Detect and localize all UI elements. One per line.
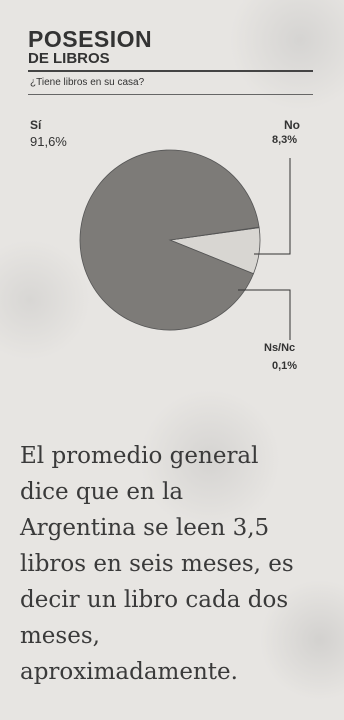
slice-label-nsnc: Ns/Nc — [264, 342, 296, 354]
chart-question: ¿Tiene libros en su casa? — [30, 77, 145, 88]
paragraph-line: El promedio general — [20, 443, 259, 469]
paragraph-line: decir un libro cada dos — [20, 587, 289, 613]
slice-label-si: Sí — [30, 118, 42, 132]
paragraph-line: aproximadamente. — [20, 659, 238, 685]
pie-slice-s — [79, 149, 260, 331]
paragraph-line: Argentina se leen 3,5 — [20, 515, 270, 541]
pie-chart — [79, 149, 291, 340]
paragraph-line: dice que en la — [20, 479, 184, 505]
slice-label-no: No — [284, 118, 300, 132]
paragraph-line: libros en seis meses, es — [20, 551, 294, 577]
slice-value-si: 91,6% — [30, 134, 67, 149]
chart-title: POSESION — [28, 26, 153, 52]
question-divider — [28, 94, 313, 95]
chart-panel: POSESION DE LIBROS ¿Tiene libros en su c… — [18, 22, 322, 427]
leader-line-no — [254, 158, 291, 255]
slice-value-nsnc: 0,1% — [272, 360, 298, 372]
slice-value-no: 8,3% — [272, 134, 298, 146]
chart-subtitle: DE LIBROS — [28, 50, 110, 67]
leader-line-nsnc — [238, 289, 291, 340]
title-divider — [28, 70, 313, 72]
paragraph-line: meses, — [20, 623, 100, 649]
body-paragraph: El promedio general dice que en la Argen… — [20, 438, 320, 690]
